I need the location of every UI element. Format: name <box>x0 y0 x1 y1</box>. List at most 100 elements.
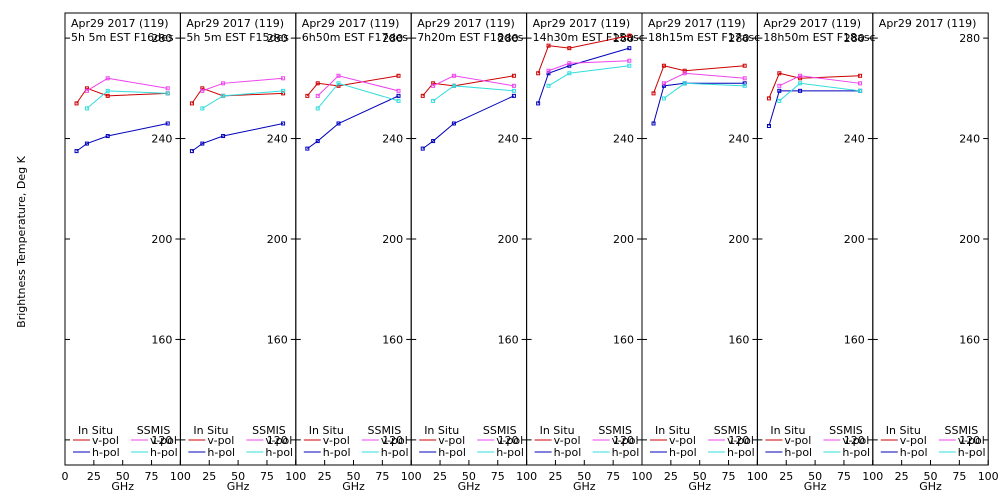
y-axis-label: Brightness Temperature, Deg K <box>15 155 28 327</box>
data-point <box>567 71 572 76</box>
data-point <box>546 43 551 48</box>
y-tick-label: 160 <box>728 333 749 346</box>
series-line <box>422 95 515 150</box>
series-line <box>537 47 630 104</box>
data-point <box>682 81 687 86</box>
series-line <box>779 82 861 102</box>
legend-label: v-pol <box>496 434 523 447</box>
data-point <box>661 96 666 101</box>
x-tick-label: 50 <box>693 470 707 483</box>
data-point <box>200 141 205 146</box>
data-point <box>221 93 226 98</box>
legend-insitu-header: In Situ <box>424 424 459 437</box>
data-point <box>798 81 803 86</box>
data-point <box>84 88 89 93</box>
series-line <box>317 75 399 97</box>
legend-ssmis-header: SSMIS <box>829 424 863 437</box>
series-line <box>202 90 284 109</box>
data-point <box>651 91 656 96</box>
data-point <box>74 149 79 154</box>
data-point <box>798 88 803 93</box>
data-point <box>74 101 79 106</box>
data-point <box>777 83 782 88</box>
data-point <box>451 73 456 78</box>
legend-label: h-pol <box>496 446 524 459</box>
series-line <box>307 95 399 150</box>
series-line <box>768 90 861 127</box>
data-point <box>281 88 286 93</box>
legend-label: h-pol <box>612 446 640 459</box>
panel-title: Apr29 2017 (119) <box>302 17 400 30</box>
data-point <box>511 93 516 98</box>
legend-label: v-pol <box>727 434 754 447</box>
y-tick-label: 200 <box>728 233 749 246</box>
data-point <box>567 61 572 66</box>
data-point <box>420 93 425 98</box>
x-tick-label: 0 <box>62 470 69 483</box>
panel-7: Apr29 2017 (119)18h50m EST F18asc 120 160 2… <box>756 12 883 493</box>
data-point <box>315 139 320 144</box>
y-tick-label: 200 <box>959 233 980 246</box>
x-tick-label: 75 <box>722 470 736 483</box>
panel-subtitle: 7h20m EST F18des <box>417 31 523 44</box>
data-point <box>536 71 541 76</box>
data-point <box>682 71 687 76</box>
y-tick-label: 120 <box>267 434 288 447</box>
x-tick-label: 50 <box>347 470 361 483</box>
x-tick-label: 75 <box>837 470 851 483</box>
panel-1: Apr29 2017 (119)5h 5m EST F16des 120 160 20… <box>62 12 191 493</box>
x-tick-label: 75 <box>952 470 966 483</box>
data-point <box>396 73 401 78</box>
data-point <box>336 121 341 126</box>
data-point <box>742 76 747 81</box>
x-tick-label: 50 <box>577 470 591 483</box>
data-point <box>336 73 341 78</box>
x-axis-label: GHz <box>688 480 711 493</box>
legend-label: h-pol <box>784 446 812 459</box>
data-point <box>396 93 401 98</box>
series-line <box>768 72 861 99</box>
series-line <box>76 87 168 104</box>
legend-ssmis-header: SSMIS <box>945 424 979 437</box>
y-tick-label: 280 <box>959 32 980 45</box>
x-tick-label: 25 <box>202 470 216 483</box>
y-tick-label: 280 <box>498 32 519 45</box>
x-axis-label: GHz <box>111 480 134 493</box>
legend-ssmis-header: SSMIS <box>714 424 748 437</box>
panel-5: Apr29 2017 (119)14h30m EST F15asc 120 160 2… <box>526 12 653 493</box>
data-point <box>798 73 803 78</box>
legend-label: h-pol <box>669 446 697 459</box>
data-point <box>858 73 863 78</box>
y-tick-label: 200 <box>267 233 288 246</box>
panel-title: Apr29 2017 (119) <box>648 17 746 30</box>
y-tick-label: 280 <box>382 32 403 45</box>
legend-insitu-header: In Situ <box>655 424 690 437</box>
legend-label: v-pol <box>207 434 234 447</box>
panel-group: Apr29 2017 (119) 5h 5m EST F16des 120 160 20… <box>62 12 999 493</box>
panel-subtitle: 18h50m EST F18asc <box>763 31 875 44</box>
legend-label: h-pol <box>265 446 293 459</box>
data-point <box>661 63 666 68</box>
legend-label: v-pol <box>150 434 177 447</box>
panel-subtitle: 5h 5m EST F15des <box>186 31 289 44</box>
data-point <box>420 146 425 151</box>
panel-title: Apr29 2017 (119) <box>763 17 861 30</box>
x-tick-label: 75 <box>491 470 505 483</box>
series-line <box>306 75 399 97</box>
legend-insitu-header: In Situ <box>309 424 344 437</box>
legend-label: h-pol <box>958 446 986 459</box>
data-point <box>777 88 782 93</box>
x-axis-label: GHz <box>573 480 596 493</box>
legend-label: h-pol <box>150 446 178 459</box>
y-tick-label: 240 <box>382 133 403 146</box>
legend-label: v-pol <box>323 434 350 447</box>
series-line <box>432 75 514 87</box>
panel-subtitle: 5h 5m EST F16des <box>71 31 174 44</box>
data-point <box>766 124 771 128</box>
data-point <box>105 93 110 98</box>
legend-label: h-pol <box>323 446 351 459</box>
data-point <box>305 146 310 151</box>
legend-label: v-pol <box>958 434 985 447</box>
legend-label: v-pol <box>554 434 581 447</box>
legend-label: v-pol <box>92 434 119 447</box>
